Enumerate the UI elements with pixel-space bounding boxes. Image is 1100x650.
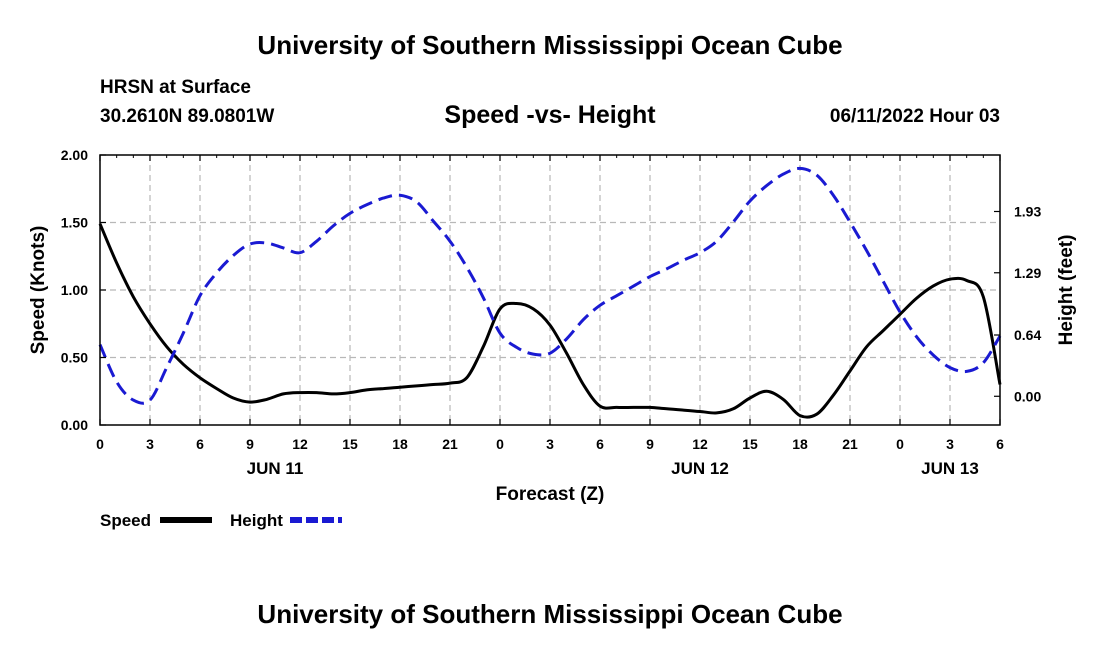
y2-tick-label: 0.00	[1014, 388, 1041, 404]
station-label: HRSN at Surface	[100, 77, 251, 98]
y2-tick-label: 0.64	[1014, 327, 1041, 343]
chart-title: Speed -vs- Height	[444, 101, 656, 129]
x-tick-label: 3	[146, 436, 154, 452]
y2-tick-label: 1.93	[1014, 203, 1041, 219]
legend-height-label: Height	[230, 511, 283, 530]
x-tick-label: 21	[842, 436, 858, 452]
x-axis-label: Forecast (Z)	[496, 484, 605, 505]
series-line-height	[98, 166, 1002, 405]
x-tick-label: 21	[442, 436, 458, 452]
y-tick-label: 1.50	[61, 215, 88, 231]
x-tick-label: 9	[246, 436, 254, 452]
series-lines	[98, 166, 1002, 419]
x-tick-label: 9	[646, 436, 654, 452]
x-tick-label: 18	[392, 436, 408, 452]
y-tick-label: 0.00	[61, 417, 88, 433]
y-axis-label: Speed (Knots)	[28, 226, 49, 355]
station-coordinates: 30.2610N 89.0801W	[100, 106, 275, 127]
legend-speed-label: Speed	[100, 511, 151, 530]
x-tick-label: 12	[692, 436, 708, 452]
x-tick-label: 6	[996, 436, 1004, 452]
x-tick-label: 3	[946, 436, 954, 452]
legend: Speed Height	[100, 511, 342, 530]
page-title: University of Southern Mississippi Ocean…	[257, 30, 843, 60]
x-tick-label: 0	[896, 436, 904, 452]
axes: 0 3 6 9 12 15 18 21 0 3 6 9 12 15 18 21 0 3 6 JUN 11 JUN 12 J…	[61, 147, 1042, 478]
x-tick-label: 0	[96, 436, 104, 452]
y-tick-label: 0.50	[61, 350, 88, 366]
footer-title: University of Southern Mississippi Ocean…	[257, 599, 843, 629]
x-date-label: JUN 11	[247, 459, 304, 478]
x-tick-label: 12	[292, 436, 308, 452]
y-tick-label: 1.00	[61, 282, 88, 298]
x-tick-label: 18	[792, 436, 808, 452]
x-date-label: JUN 12	[671, 459, 729, 478]
x-tick-label: 6	[596, 436, 604, 452]
forecast-datetime: 06/11/2022 Hour 03	[829, 106, 1000, 127]
x-tick-label: 15	[742, 436, 758, 452]
x-tick-label: 0	[496, 436, 504, 452]
x-tick-label: 3	[546, 436, 554, 452]
y2-axis-label: Height (feet)	[1056, 235, 1077, 346]
grid-lines	[100, 155, 1000, 425]
y-tick-label: 2.00	[61, 147, 88, 163]
x-tick-label: 6	[196, 436, 204, 452]
x-tick-label: 15	[342, 436, 358, 452]
y2-tick-label: 1.29	[1014, 265, 1041, 281]
x-date-label: JUN 13	[921, 459, 979, 478]
series-line-speed	[98, 223, 1002, 419]
